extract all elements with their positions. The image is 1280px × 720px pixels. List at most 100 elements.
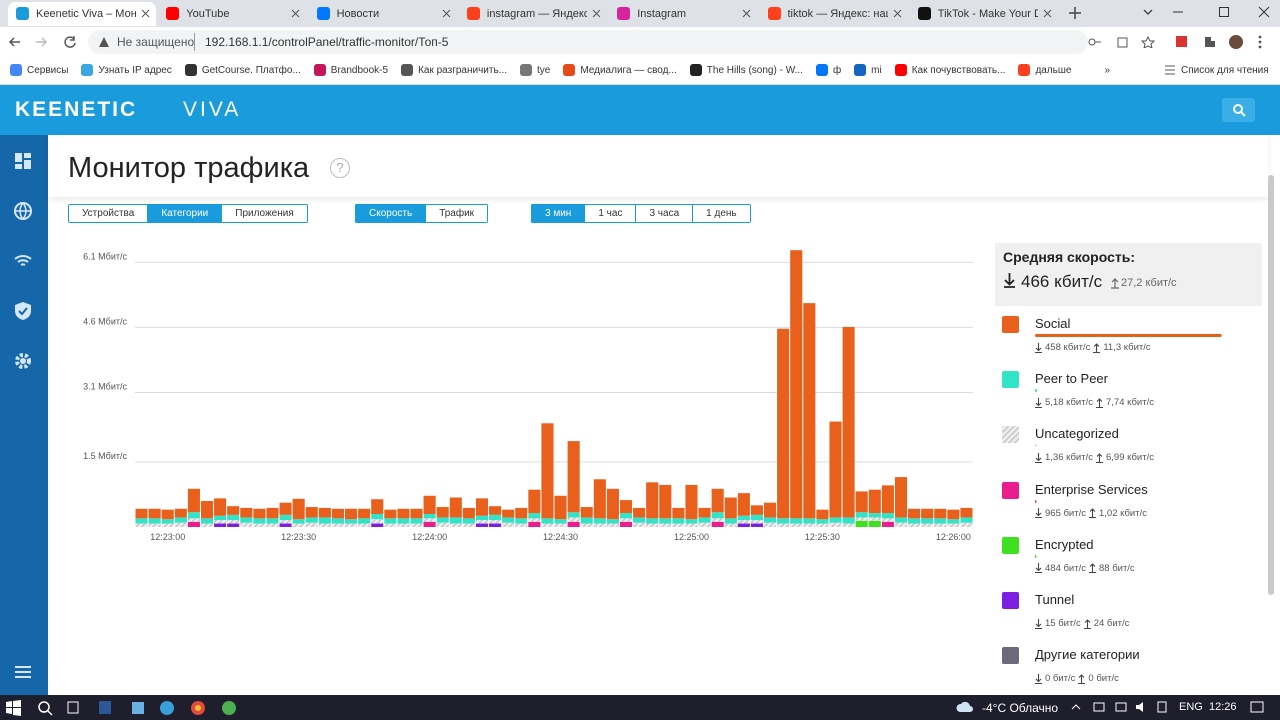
y-tick-label: 1.5 Мбит/с	[83, 451, 127, 461]
bookmark[interactable]: mi	[854, 64, 882, 76]
filter-button[interactable]: 1 час	[585, 204, 637, 223]
nav-wifi[interactable]	[13, 251, 33, 271]
tab-close[interactable]	[1043, 9, 1052, 18]
filter-button[interactable]: 3 мин	[531, 204, 586, 223]
bookmark-label: tye	[537, 64, 551, 76]
browser-tab[interactable]: tiktok — Яндекс: наш	[760, 2, 908, 26]
upload-icon	[1095, 453, 1103, 463]
browser-tab[interactable]: instagram — Яндекс:	[459, 2, 607, 26]
legend-up: 1,02 кбит/с	[1098, 507, 1147, 519]
minimize-button[interactable]	[1172, 6, 1184, 18]
new-tab-button[interactable]	[1068, 6, 1082, 20]
bar-segment	[266, 518, 279, 524]
clock[interactable]: 12:26	[1209, 701, 1237, 713]
bookmark[interactable]: Как почувствовать...	[894, 64, 1005, 76]
bar-segment	[881, 518, 894, 522]
filter-button[interactable]: 3 часа	[636, 204, 694, 223]
nav-menu[interactable]	[13, 662, 33, 682]
bar-segment	[750, 505, 763, 515]
filter-button[interactable]: Устройства	[68, 204, 149, 223]
bar-segment	[790, 250, 803, 519]
omnibox[interactable]: Не защищено 192.168.1.1/controlPanel/tra…	[88, 30, 1156, 54]
bar-segment	[253, 523, 266, 527]
bar-segment	[253, 508, 266, 519]
bar-segment	[397, 518, 410, 524]
browser-tab[interactable]: Keenetic Viva – Мони	[8, 2, 156, 26]
filter-button[interactable]: 1 день	[693, 204, 751, 223]
bookmark[interactable]: tye	[520, 64, 550, 76]
close-button[interactable]	[1258, 6, 1270, 18]
legend-item[interactable]: Uncategorized 1,36 кбит/с 6,99 кбит/с	[995, 422, 1262, 476]
legend-item[interactable]: Enterprise Services 965 бит/с 1,02 кбит/с	[995, 478, 1262, 532]
bookmark[interactable]: Как разграничить...	[401, 64, 507, 76]
bar-segment	[358, 518, 371, 524]
help-button[interactable]: ?	[330, 158, 350, 178]
tab-close[interactable]	[442, 9, 451, 18]
bar-segment	[489, 506, 502, 515]
nav-settings[interactable]	[13, 351, 33, 371]
bookmark[interactable]: Сервисы	[10, 64, 68, 76]
tab-close[interactable]	[893, 9, 902, 18]
tab-close[interactable]	[742, 9, 751, 18]
filter-button[interactable]: Приложения	[222, 204, 308, 223]
maximize-button[interactable]	[1218, 6, 1230, 18]
bar-segment	[331, 508, 344, 519]
bar-segment	[253, 518, 266, 524]
legend-down: 5,18 кбит/с	[1045, 397, 1093, 409]
legend-name: Encrypted	[1035, 536, 1094, 552]
legend-item[interactable]: Tunnel 15 бит/с 24 бит/с	[995, 588, 1262, 642]
reading-list[interactable]: Список для чтения	[1164, 64, 1269, 76]
bookmark[interactable]: »	[1104, 64, 1110, 76]
notifications[interactable]	[1250, 701, 1264, 714]
extensions[interactable]	[1175, 34, 1275, 50]
filter-button[interactable]: Скорость	[355, 204, 427, 223]
bookmark[interactable]: The Hills (song) - W...	[689, 64, 803, 76]
bar-segment	[881, 513, 894, 519]
nav-internet[interactable]	[13, 201, 33, 221]
nav-dashboard[interactable]	[13, 151, 33, 171]
bar-segment	[148, 518, 161, 524]
filter-button[interactable]: Трафик	[426, 204, 489, 223]
browser-tab[interactable]: Новости	[309, 2, 457, 26]
bar-segment	[161, 509, 174, 520]
upload-icon	[1088, 563, 1096, 574]
tab-search[interactable]	[1142, 6, 1154, 18]
legend-item[interactable]: Другие категории 0 бит/с 0 бит/с	[995, 643, 1262, 697]
search-button[interactable]	[1222, 98, 1255, 122]
taskbar-icons[interactable]	[6, 700, 256, 716]
tray-icons[interactable]	[1070, 700, 1170, 714]
arrow-glyph	[1035, 673, 1042, 684]
language[interactable]: ENG	[1179, 701, 1203, 713]
bookmark[interactable]: Brandbook-5	[313, 64, 388, 76]
bar-segment	[750, 520, 763, 524]
bookmark[interactable]: Медиалига — свод...	[563, 64, 677, 76]
legend-item[interactable]: Encrypted 484 бит/с 88 бит/с	[995, 533, 1262, 587]
tab-close[interactable]	[592, 9, 601, 18]
browser-tab[interactable]: Instagram	[609, 2, 757, 26]
tab-favicon	[466, 7, 480, 20]
bookmark[interactable]: Узнать IP адрес	[81, 64, 172, 76]
warning-icon	[99, 37, 109, 47]
bar-segment	[777, 518, 790, 524]
nav-buttons[interactable]	[8, 35, 78, 49]
bar-segment	[397, 523, 410, 527]
browser-tab[interactable]: YouTube	[158, 2, 306, 26]
bookmark[interactable]: дальше	[1018, 64, 1071, 76]
legend-item[interactable]: Social 458 кбит/с 11,3 кбит/с	[995, 312, 1262, 366]
bar-segment	[868, 517, 881, 521]
reading-list-label: Список для чтения	[1181, 64, 1269, 76]
browser-tab[interactable]: TikTok - Make Your D	[910, 2, 1058, 26]
bookmark[interactable]: ф	[815, 64, 841, 76]
bookmark-icon	[854, 64, 867, 76]
tab-close-glyph	[442, 9, 450, 18]
bar-segment	[345, 508, 358, 520]
bookmark[interactable]: GetCourse. Платфо...	[184, 64, 301, 76]
filter-button[interactable]: Категории	[148, 204, 223, 223]
tab-favicon	[316, 7, 330, 20]
tab-close[interactable]	[141, 9, 150, 18]
legend-item[interactable]: Peer to Peer 5,18 кбит/с 7,74 кбит/с	[995, 367, 1262, 421]
nav-security[interactable]	[13, 301, 33, 321]
tab-close[interactable]	[291, 9, 300, 18]
bar-segment	[515, 523, 528, 527]
tab-close-glyph	[1043, 9, 1052, 18]
